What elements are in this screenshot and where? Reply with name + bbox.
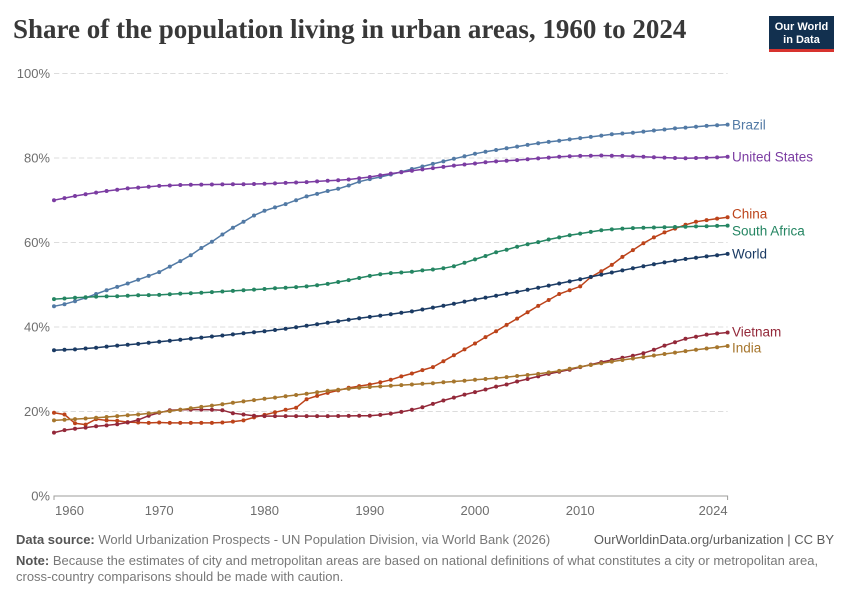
svg-text:Brazil: Brazil (732, 118, 766, 133)
svg-text:Vietnam: Vietnam (732, 325, 781, 340)
svg-text:0%: 0% (31, 489, 50, 504)
svg-text:China: China (732, 207, 768, 222)
svg-text:South Africa: South Africa (732, 224, 805, 239)
svg-text:2010: 2010 (566, 503, 595, 518)
svg-text:20%: 20% (24, 404, 50, 419)
svg-text:United States: United States (732, 150, 813, 165)
svg-text:India: India (732, 341, 762, 356)
svg-text:2024: 2024 (699, 503, 728, 518)
svg-text:1990: 1990 (355, 503, 384, 518)
svg-text:60%: 60% (24, 235, 50, 250)
svg-text:1980: 1980 (250, 503, 279, 518)
svg-text:1960: 1960 (55, 503, 84, 518)
svg-text:40%: 40% (24, 320, 50, 335)
svg-text:80%: 80% (24, 151, 50, 166)
svg-text:2000: 2000 (461, 503, 490, 518)
svg-text:World: World (732, 247, 767, 262)
svg-text:100%: 100% (17, 66, 51, 81)
svg-text:1970: 1970 (145, 503, 174, 518)
